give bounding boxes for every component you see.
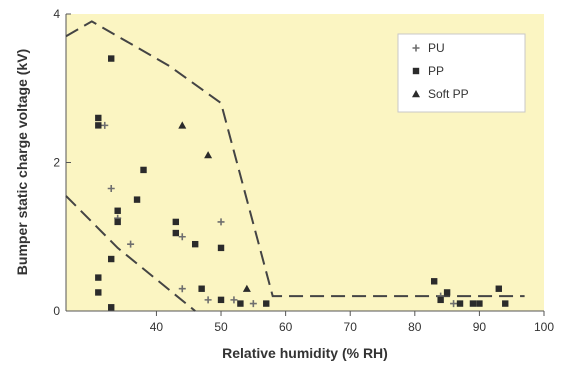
point-pu (249, 300, 257, 308)
point-pu (230, 296, 238, 304)
point-pp (95, 114, 102, 122)
x-tick-label: 100 (534, 320, 554, 334)
x-tick-label: 70 (344, 320, 358, 334)
y-tick-label: 2 (53, 156, 60, 170)
point-pu (217, 218, 225, 226)
legend-marker-pp (412, 67, 420, 75)
y-tick-label: 0 (53, 304, 60, 318)
point-pp (95, 289, 102, 296)
point-pp (108, 55, 115, 62)
point-pp (133, 196, 141, 203)
point-soft-pp (242, 284, 251, 292)
legend-label-pu: PU (428, 41, 445, 55)
point-pp (172, 229, 180, 237)
point-pp (263, 300, 270, 307)
y-axis-title: Bumper static charge voltage (kV) (14, 49, 30, 275)
point-pp (108, 255, 115, 263)
point-pp (469, 300, 477, 307)
x-tick-label: 80 (408, 320, 422, 334)
point-pu (204, 296, 212, 304)
x-tick-label: 60 (279, 320, 293, 334)
legend: PU PP Soft PP (397, 33, 526, 113)
x-tick-label: 50 (214, 320, 228, 334)
point-pp (502, 300, 509, 307)
legend-entries: PU PP Soft PP (412, 41, 469, 101)
point-pp (437, 296, 444, 304)
point-pp (108, 304, 115, 311)
point-pu (107, 184, 115, 192)
point-pp (430, 278, 438, 285)
x-tick-label: 40 (150, 320, 164, 334)
data-points (95, 55, 509, 311)
x-tick-label: 90 (473, 320, 487, 334)
point-pp (95, 274, 102, 281)
x-axis-title: Relative humidity (% RH) (222, 345, 388, 361)
point-pp (217, 244, 225, 252)
point-pp (191, 240, 199, 248)
y-tick-label: 4 (53, 7, 60, 21)
point-pp (476, 300, 483, 307)
envelope-lines (65, 20, 525, 312)
point-pu (178, 285, 186, 293)
point-pp (456, 300, 464, 307)
point-pu (127, 240, 135, 248)
point-pu (178, 233, 186, 241)
envelope-line-2 (65, 195, 196, 312)
point-soft-pp (178, 121, 187, 129)
point-pp (172, 218, 180, 226)
point-pp (443, 289, 451, 296)
point-pu (101, 121, 109, 129)
point-pp (95, 122, 102, 129)
x-ticks: 40 50 60 70 80 90 100 (150, 311, 554, 334)
y-ticks: 0 2 4 (53, 7, 71, 318)
point-pp (140, 166, 147, 174)
point-pp (237, 300, 244, 307)
envelope-line-1 (65, 20, 525, 298)
legend-label-soft-pp: Soft PP (428, 87, 469, 101)
point-pp (495, 285, 502, 292)
point-pu (450, 300, 458, 308)
point-soft-pp (204, 151, 213, 159)
point-pp (198, 285, 205, 292)
point-pp (217, 296, 225, 304)
legend-marker-soft-pp (412, 90, 420, 98)
point-pp (114, 218, 121, 226)
point-pp (114, 207, 121, 214)
legend-label-pp: PP (428, 64, 444, 78)
legend-marker-pu (412, 44, 420, 52)
